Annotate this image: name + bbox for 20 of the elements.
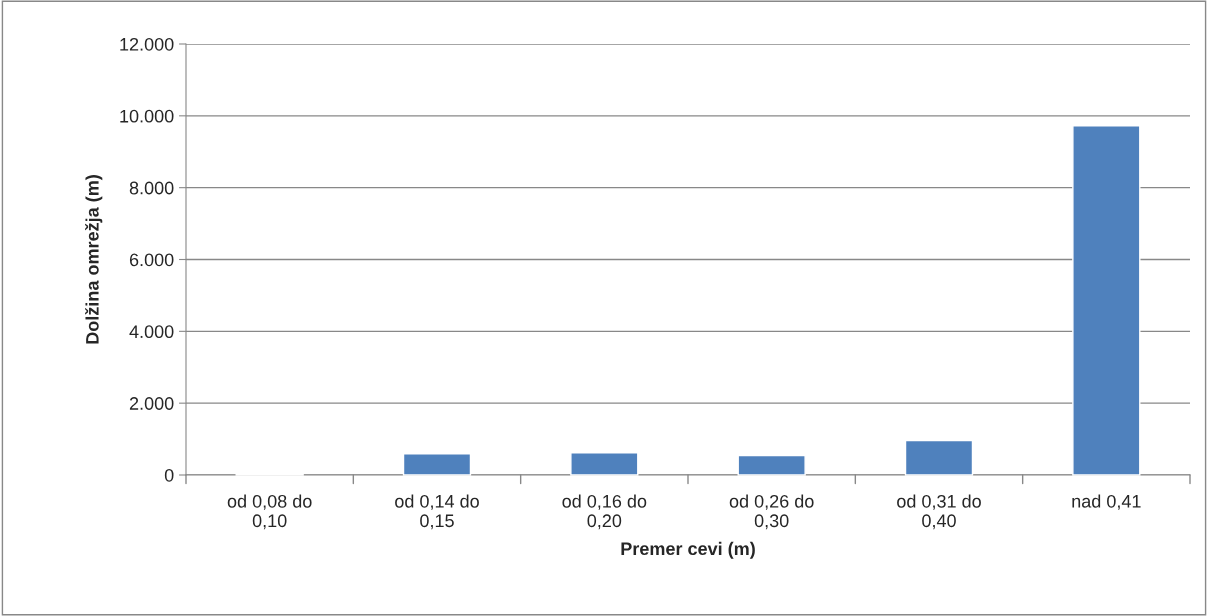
x-axis-title: Premer cevi (m) xyxy=(621,541,755,559)
y-tick-label: 4.000 xyxy=(129,325,174,339)
y-tick-label: 0 xyxy=(164,468,174,482)
x-tick-label: od 0,14 do 0,15 xyxy=(395,494,479,530)
y-tick-label: 2.000 xyxy=(129,397,174,410)
bar xyxy=(402,453,472,476)
y-tick-label: 8.000 xyxy=(129,181,174,195)
bar xyxy=(904,439,974,476)
bar xyxy=(737,454,806,476)
y-tick-label: 6.000 xyxy=(129,253,174,267)
x-tick-label: od 0,26 do 0,30 xyxy=(729,494,814,530)
bar xyxy=(570,452,639,476)
y-axis-title: Dolžina omrežja (m) xyxy=(85,175,103,344)
x-tick-label: od 0,16 do 0,20 xyxy=(562,494,647,530)
x-tick-label: od 0,31 do 0,40 xyxy=(897,494,981,530)
x-tick-label: nad 0,41 xyxy=(1072,494,1141,510)
bar xyxy=(1072,125,1141,476)
x-tick-label: od 0,08 do 0,10 xyxy=(227,494,312,530)
y-tick-label: 10.000 xyxy=(120,109,174,123)
y-tick-label: 12.000 xyxy=(120,37,174,51)
